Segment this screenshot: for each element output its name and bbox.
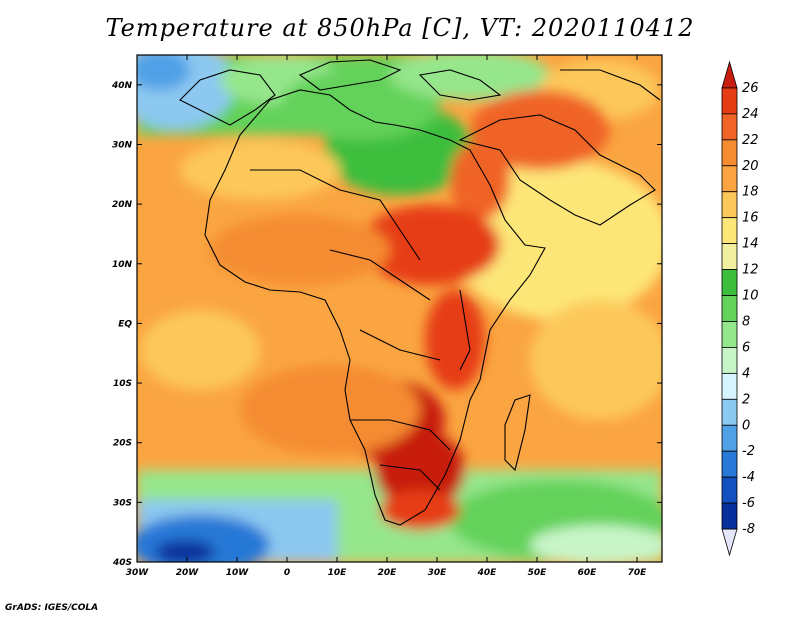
colorbar-label: 0 [742, 418, 750, 433]
colorbar-swatch [721, 269, 738, 296]
colorbar-label: 12 [742, 263, 759, 278]
lon-label: 0 [284, 568, 290, 578]
lon-label: 40E [477, 568, 498, 578]
lon-label: 70E [628, 568, 648, 578]
lat-label: 20S [113, 439, 132, 449]
chart-title: Temperature at 850hPa [C], VT: 202011041… [105, 14, 695, 42]
colorbar-swatch [721, 295, 738, 322]
colorbar-swatch [721, 502, 738, 530]
lon-label: 30E [428, 568, 448, 578]
footer-credit: GrADS: IGES/COLA [5, 603, 99, 613]
lon-label: 50E [528, 568, 548, 578]
colorbar-label: 18 [742, 185, 759, 200]
lat-label: 20N [112, 200, 133, 210]
colorbar-label: 6 [742, 340, 750, 355]
lat-label: EQ [118, 319, 132, 329]
colorbar-label: 8 [742, 314, 750, 329]
colorbar-swatch [721, 217, 738, 245]
lon-label: 10W [226, 568, 250, 578]
colorbar-swatch [721, 398, 738, 426]
lat-label: 40S [112, 558, 132, 568]
map-frame [136, 54, 663, 563]
colorbar-label: 4 [742, 366, 750, 381]
lon-label: 60E [578, 568, 598, 578]
lat-label: 10N [112, 260, 133, 270]
colorbar-swatch [721, 191, 738, 219]
lon-label: 30W [126, 568, 150, 578]
colorbar-swatch [721, 165, 738, 193]
colorbar-bottom-arrow [721, 528, 738, 557]
colorbar-label: 16 [742, 211, 759, 226]
colorbar-label: 24 [742, 107, 759, 122]
lon-label: 20E [378, 568, 398, 578]
colorbar-top-arrow [721, 60, 738, 89]
colorbar-swatch [721, 139, 738, 167]
lon-label: 20W [176, 568, 200, 578]
colorbar-label: 14 [742, 237, 759, 252]
colorbar-swatch [721, 243, 738, 270]
lat-label: 30N [112, 140, 133, 150]
colorbar-swatch [721, 113, 738, 141]
colorbar-label: -2 [742, 444, 755, 459]
coastlines [179, 59, 661, 526]
colorbar-label: -8 [742, 522, 755, 537]
colorbar-swatch [721, 321, 738, 348]
lon-label: 10E [328, 568, 348, 578]
colorbar-swatch [721, 347, 738, 374]
colorbar-swatch [721, 450, 738, 478]
colorbar-swatch [721, 87, 738, 115]
colorbar-label: 20 [742, 159, 759, 174]
colorbar-label: 22 [742, 133, 759, 148]
colorbar-label: 2 [742, 392, 750, 407]
lat-label: 30S [113, 498, 132, 508]
colorbar-swatch [721, 476, 738, 504]
colorbar-label: -4 [742, 470, 755, 485]
lat-label: 40N [111, 81, 133, 91]
colorbar-swatch [721, 424, 738, 452]
colorbar-label: -6 [742, 496, 755, 511]
lat-label: 10S [113, 379, 132, 389]
colorbar-label: 10 [742, 289, 759, 304]
latitude-axis: 40N 30N 20N 10N EQ 10S 20S 30S 40S [111, 81, 662, 568]
colorbar-label: 26 [742, 81, 759, 96]
colorbar-swatch [721, 372, 738, 400]
longitude-axis: 30W 20W 10W 0 10E 20E 30E 40E 50E 60E 70E [126, 55, 647, 578]
temperature-field [137, 55, 662, 562]
